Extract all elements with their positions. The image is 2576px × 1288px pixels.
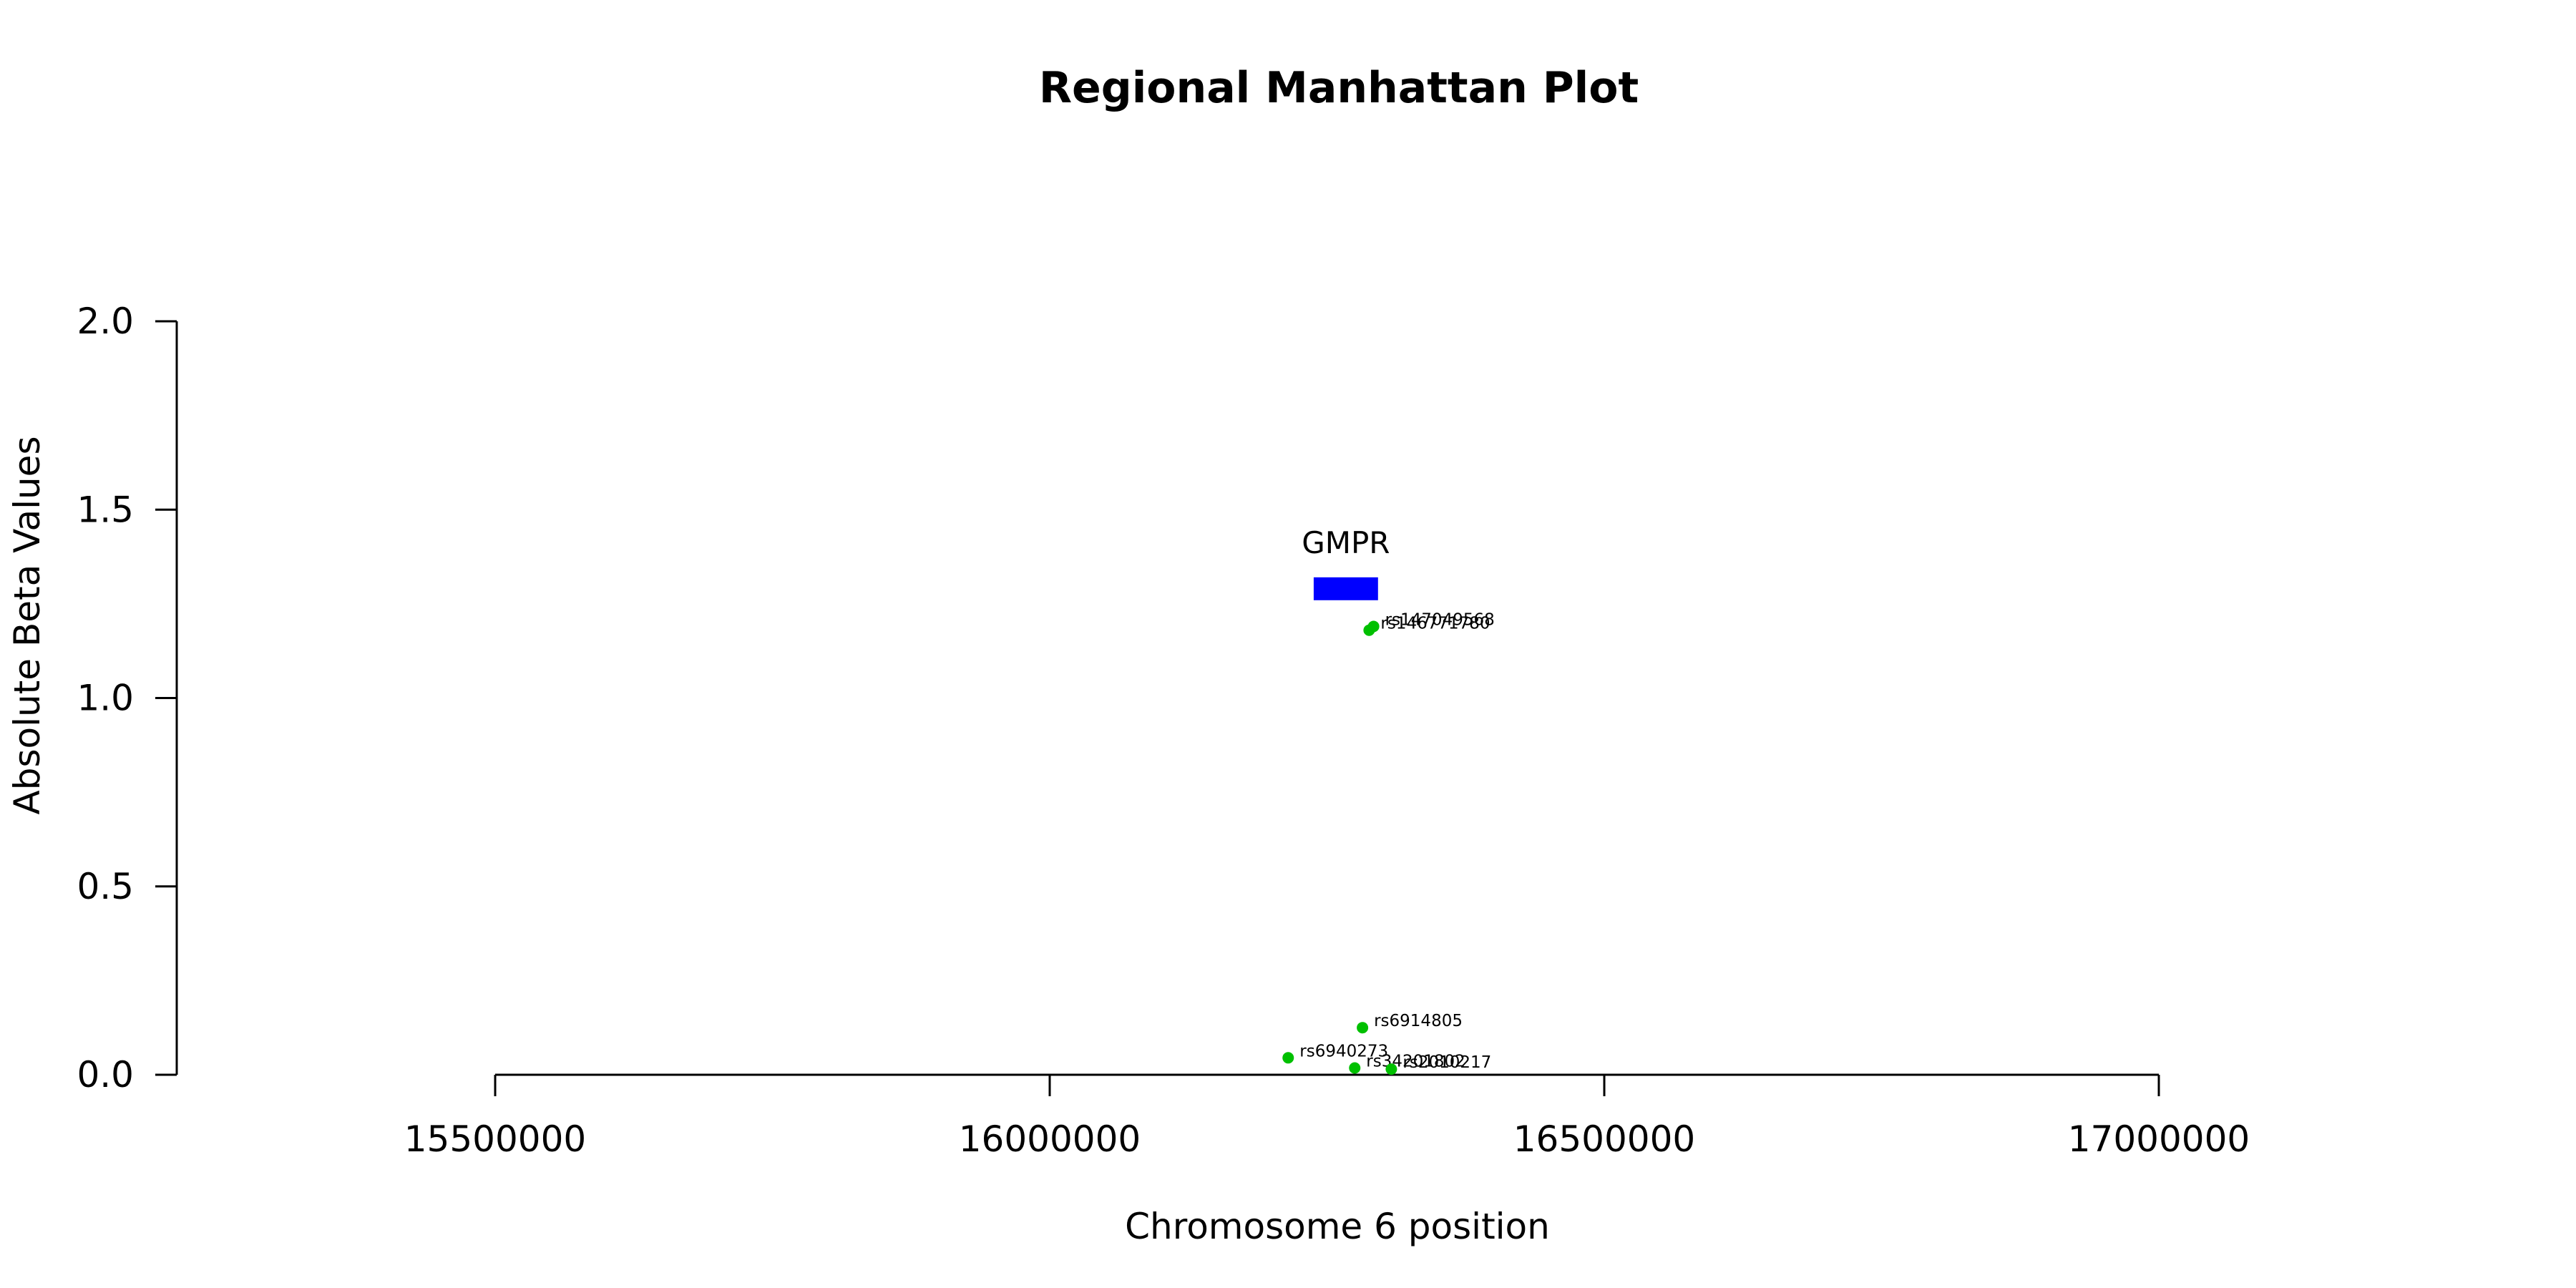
x-tick-label: 16500000 xyxy=(1513,1118,1696,1160)
gene-track: GMPR xyxy=(1302,525,1390,600)
y-tick-label: 1.5 xyxy=(77,489,134,530)
x-axis-label: Chromosome 6 position xyxy=(1125,1206,1550,1247)
gene-bar xyxy=(1313,577,1378,600)
y-tick-label: 2.0 xyxy=(77,301,134,342)
snp-label: rs147049568 xyxy=(1385,610,1495,629)
y-axis-label: Absolute Beta Values xyxy=(6,436,48,815)
snp-label: rs6940273 xyxy=(1299,1042,1388,1060)
y-tick-label: 1.0 xyxy=(77,678,134,719)
gene-label: GMPR xyxy=(1302,525,1390,560)
x-axis: 15500000 16000000 16500000 17000000 xyxy=(404,1073,2250,1160)
x-tick-label: 16000000 xyxy=(959,1118,1141,1160)
snp-point xyxy=(1385,1063,1397,1075)
snp-point xyxy=(1349,1062,1361,1074)
y-tick-label: 0.0 xyxy=(77,1054,134,1096)
snp-label: rs34201802 xyxy=(1366,1053,1465,1071)
snp-label: rs146771780 xyxy=(1380,615,1490,633)
snp-label: rs6914805 xyxy=(1374,1012,1463,1030)
snp-label: rs2010217 xyxy=(1402,1053,1491,1072)
x-tick-label: 17000000 xyxy=(2068,1118,2250,1160)
chart-title: Regional Manhattan Plot xyxy=(1039,63,1639,113)
snp-point xyxy=(1357,1022,1369,1034)
y-tick-label: 0.5 xyxy=(77,866,134,907)
y-axis: 0.0 0.5 1.0 1.5 2.0 xyxy=(77,301,178,1096)
snp-point xyxy=(1363,624,1375,636)
x-tick-label: 15500000 xyxy=(404,1118,587,1160)
snp-point xyxy=(1282,1052,1294,1064)
